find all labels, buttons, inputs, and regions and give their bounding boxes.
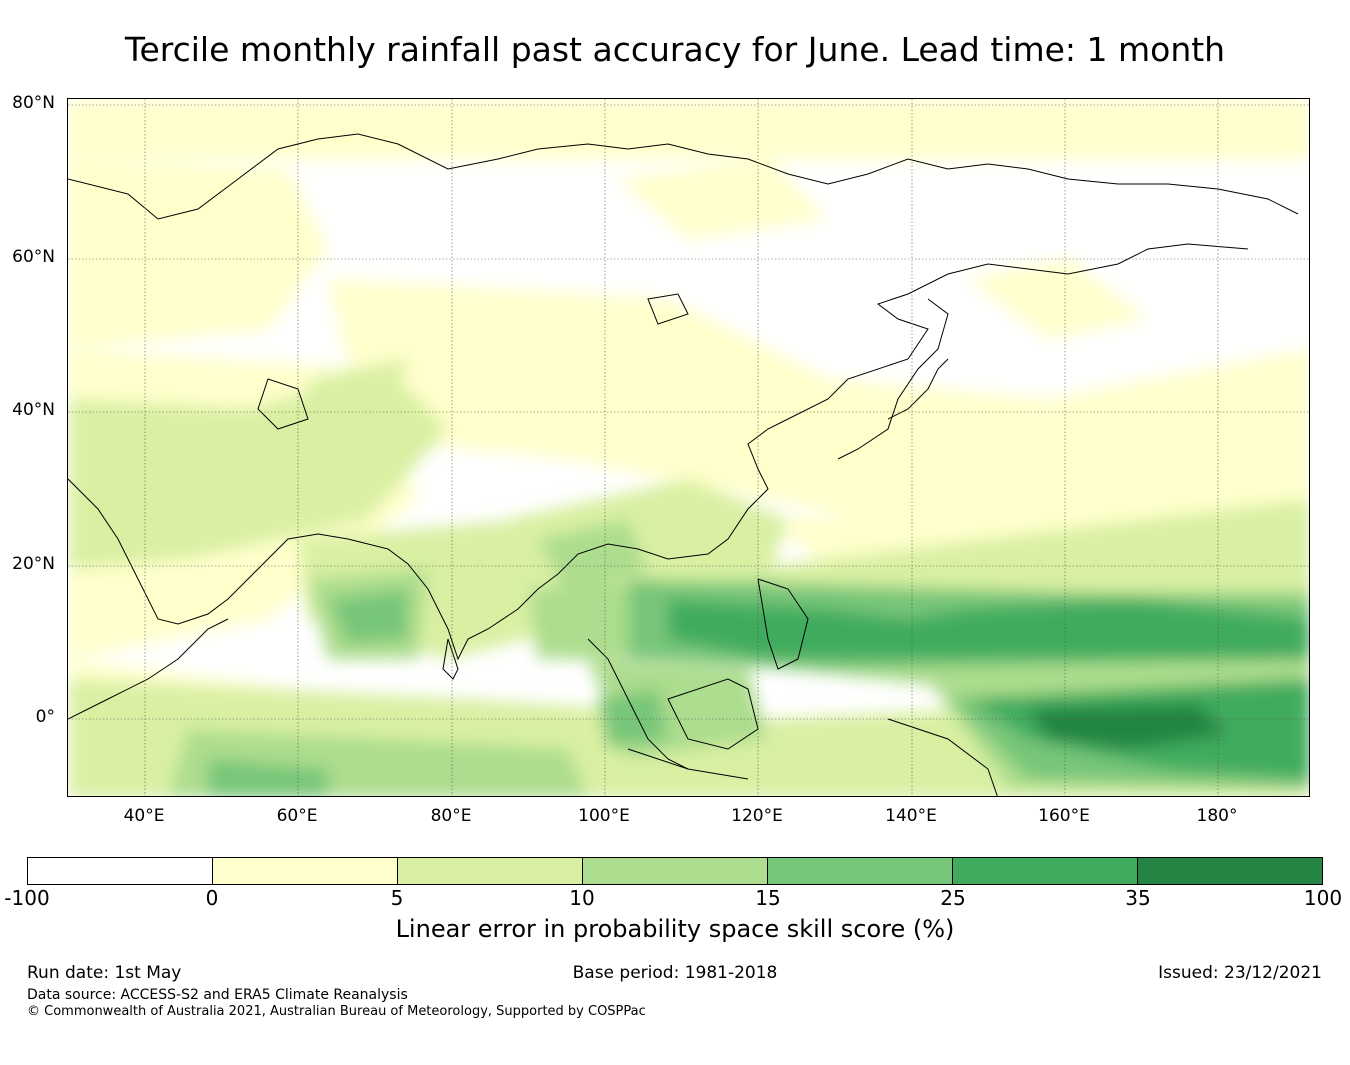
colorbar-segment-4: [768, 858, 953, 884]
colorbar-tick-5: 25: [940, 886, 966, 910]
java-coast: [627, 748, 749, 780]
lat-label-60n: 60°N: [12, 247, 55, 267]
lat-label-80n: 80°N: [12, 93, 55, 113]
africa-east-coast: [68, 618, 229, 720]
graticule: [68, 99, 1309, 796]
colorbar-segment-3: [583, 858, 768, 884]
malay-coast: [587, 638, 689, 770]
skill-map: [67, 98, 1310, 797]
colorbar-segment-6: [1138, 858, 1322, 884]
new-guinea-coast: [887, 718, 998, 796]
lon-label-140e: 140°E: [885, 806, 937, 826]
philippines-coast: [757, 578, 809, 670]
lon-label-60e: 60°E: [276, 806, 318, 826]
lat-label-0: 0°: [35, 707, 55, 727]
issued-date: Issued: 23/12/2021: [1158, 963, 1322, 983]
caspian-coast: [257, 378, 309, 430]
colorbar-segment-1: [213, 858, 398, 884]
base-period: Base period: 1981-2018: [572, 963, 778, 983]
lon-label-120e: 120°E: [731, 806, 783, 826]
east-asia-coast: [837, 298, 949, 460]
colorbar-tick-0: -100: [4, 886, 50, 910]
colorbar-tick-4: 15: [755, 886, 781, 910]
lat-label-40n: 40°N: [12, 400, 55, 420]
lon-label-40e: 40°E: [123, 806, 165, 826]
colorbar-tick-3: 10: [569, 886, 595, 910]
map-svg: [68, 99, 1309, 796]
run-date: Run date: 1st May: [27, 963, 182, 983]
colorbar-tick-7: 100: [1303, 886, 1343, 910]
colorbar: [27, 857, 1323, 885]
asia-south-coast: [68, 243, 1249, 661]
lon-label-100e: 100°E: [578, 806, 630, 826]
colorbar-tick-1: 0: [205, 886, 219, 910]
skill-field: [68, 99, 1309, 796]
colorbar-segment-0: [28, 858, 213, 884]
copyright: © Commonwealth of Australia 2021, Austra…: [27, 1004, 646, 1019]
lat-label-20n: 20°N: [12, 554, 55, 574]
arctic-coast: [68, 133, 1299, 220]
colorbar-tick-6: 35: [1125, 886, 1151, 910]
colorbar-segment-2: [398, 858, 583, 884]
colorbar-tick-2: 5: [390, 886, 404, 910]
lake-baikal: [647, 293, 689, 325]
lon-label-80e: 80°E: [430, 806, 472, 826]
lon-label-180: 180°: [1196, 806, 1238, 826]
chart-title: Tercile monthly rainfall past accuracy f…: [124, 30, 1226, 69]
coastlines: [68, 133, 1299, 796]
japan-coast: [887, 358, 949, 420]
colorbar-label: Linear error in probability space skill …: [395, 915, 955, 943]
colorbar-segment-5: [953, 858, 1138, 884]
sri-lanka-coast: [442, 638, 459, 680]
lon-label-160e: 160°E: [1038, 806, 1090, 826]
data-source: Data source: ACCESS-S2 and ERA5 Climate …: [27, 987, 408, 1003]
